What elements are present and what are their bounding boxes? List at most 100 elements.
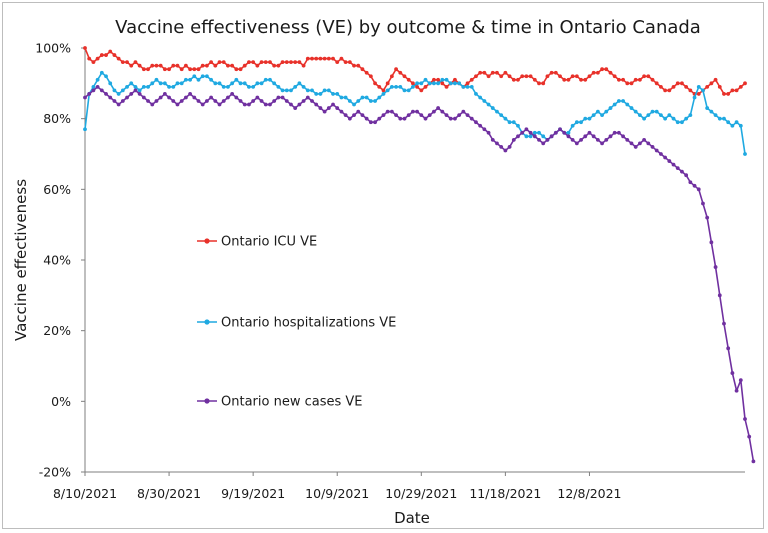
data-point (579, 120, 583, 125)
data-point (717, 293, 722, 298)
data-point (457, 81, 462, 86)
data-point (444, 77, 449, 82)
data-point (318, 92, 323, 96)
data-point (385, 109, 390, 114)
data-point (385, 81, 390, 86)
data-point (709, 109, 714, 114)
data-point (663, 155, 668, 160)
data-point (427, 113, 432, 118)
data-point (646, 113, 651, 118)
data-point (436, 106, 441, 110)
data-point (83, 46, 87, 50)
data-point (415, 109, 419, 114)
data-point (574, 141, 579, 146)
data-point (667, 159, 672, 163)
y-tick-label: 20% (43, 323, 71, 338)
data-point (289, 60, 293, 65)
data-point (642, 74, 647, 79)
data-point (133, 60, 138, 65)
data-point (200, 74, 205, 79)
data-point (650, 145, 655, 149)
data-point (137, 92, 142, 96)
data-point (650, 77, 655, 82)
data-point (188, 67, 193, 72)
data-point (221, 60, 226, 65)
data-point (381, 113, 386, 118)
x-tick-label: 10/9/2021 (305, 486, 369, 501)
data-point (167, 95, 171, 100)
data-point (284, 60, 289, 65)
data-point (196, 67, 201, 72)
data-point (318, 106, 323, 110)
data-point (196, 99, 201, 103)
data-point (423, 84, 428, 89)
data-point (150, 63, 155, 68)
data-point (364, 95, 369, 100)
data-point (486, 130, 491, 135)
data-point (247, 60, 251, 65)
data-point (713, 77, 718, 82)
data-point (465, 81, 470, 86)
data-point (251, 60, 256, 65)
data-point (432, 77, 436, 82)
data-point (297, 81, 302, 86)
data-point (419, 88, 424, 93)
y-axis-title: Vaccine effectiveness (12, 179, 30, 341)
data-point (238, 99, 243, 103)
data-point (301, 84, 306, 89)
data-point (680, 120, 684, 125)
data-point (638, 77, 642, 82)
data-point (280, 60, 285, 65)
data-point (541, 134, 546, 139)
data-point (310, 99, 314, 103)
data-point (520, 130, 525, 135)
y-tick-label: -20% (39, 465, 71, 480)
data-point (537, 81, 541, 86)
data-point (226, 95, 230, 100)
data-point (162, 81, 167, 86)
data-point (465, 84, 470, 89)
data-point (356, 99, 361, 103)
data-point (440, 109, 445, 114)
data-point (297, 60, 302, 65)
data-point (95, 56, 100, 61)
data-point (129, 81, 134, 86)
data-point (482, 127, 487, 132)
data-point (432, 109, 436, 114)
data-point (684, 173, 689, 178)
data-point (263, 77, 268, 82)
data-point (633, 77, 638, 82)
data-point (587, 116, 592, 121)
data-point (650, 109, 655, 114)
data-point (183, 95, 188, 100)
data-point (310, 56, 314, 61)
data-point (696, 92, 701, 96)
data-point (570, 74, 575, 79)
data-point (528, 134, 533, 139)
data-point (255, 95, 260, 100)
data-point (192, 74, 197, 79)
data-point (625, 81, 630, 86)
data-point (209, 60, 214, 65)
legend-label: Ontario hospitalizations VE (221, 316, 396, 331)
legend-label: Ontario new cases VE (221, 395, 362, 410)
data-point (541, 141, 546, 146)
data-point (680, 169, 684, 174)
data-point (335, 106, 340, 110)
data-point (688, 88, 693, 93)
data-point (339, 56, 344, 61)
data-point (146, 67, 150, 72)
data-point (347, 99, 352, 103)
data-point (558, 127, 562, 132)
data-point (188, 77, 193, 82)
data-point (453, 116, 457, 121)
data-point (183, 63, 188, 68)
data-point (734, 88, 739, 93)
data-point (532, 134, 537, 139)
data-point (520, 74, 525, 79)
data-point (326, 106, 331, 110)
data-point (734, 120, 739, 125)
data-point (120, 88, 125, 93)
data-point (293, 106, 298, 110)
data-point (499, 113, 504, 118)
